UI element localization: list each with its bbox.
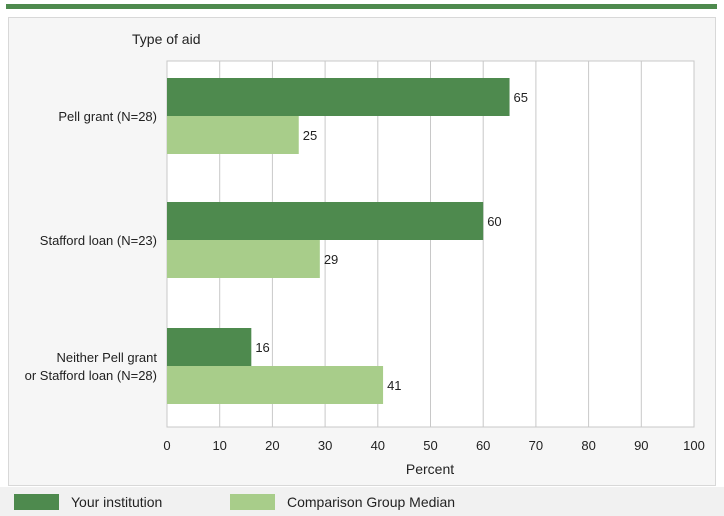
category-labels: Pell grant (N=28) Stafford loan (N=23) Nei… bbox=[25, 109, 158, 383]
x-tick-label: 30 bbox=[318, 438, 332, 453]
x-axis-label: Percent bbox=[406, 461, 454, 477]
x-tick-label: 0 bbox=[163, 438, 170, 453]
x-tick-label: 10 bbox=[212, 438, 226, 453]
x-tick-labels: 0 10 20 30 40 50 60 70 80 90 100 bbox=[163, 438, 704, 453]
legend: Your institution Comparison Group Median bbox=[0, 487, 724, 516]
legend-swatch-comparison-group bbox=[230, 494, 275, 510]
legend-label-comparison-group: Comparison Group Median bbox=[287, 494, 456, 510]
category-label: Stafford loan (N=23) bbox=[40, 233, 157, 248]
x-tick-label: 50 bbox=[423, 438, 437, 453]
legend-label-your-institution: Your institution bbox=[71, 494, 163, 510]
chart-title: Type of aid bbox=[132, 31, 201, 47]
x-tick-label: 20 bbox=[265, 438, 279, 453]
bar bbox=[167, 78, 510, 116]
x-tick-label: 100 bbox=[683, 438, 705, 453]
bar-value-label: 29 bbox=[324, 252, 338, 267]
bar bbox=[167, 240, 320, 278]
bar-value-label: 25 bbox=[303, 128, 317, 143]
x-tick-label: 60 bbox=[476, 438, 490, 453]
bar-value-label: 41 bbox=[387, 378, 401, 393]
category-label: or Stafford loan (N=28) bbox=[25, 368, 157, 383]
bars: 65 25 60 29 16 41 bbox=[167, 78, 528, 404]
category-label: Pell grant (N=28) bbox=[58, 109, 157, 124]
bar bbox=[167, 116, 299, 154]
x-tick-label: 90 bbox=[634, 438, 648, 453]
x-tick-label: 70 bbox=[529, 438, 543, 453]
legend-swatch-your-institution bbox=[14, 494, 59, 510]
bar bbox=[167, 202, 484, 240]
category-label: Neither Pell grant bbox=[57, 350, 158, 365]
bar bbox=[167, 328, 252, 366]
legend-item-comparison-group: Comparison Group Median bbox=[230, 493, 455, 511]
bar bbox=[167, 366, 384, 404]
bar-chart: Type of aid 65 25 60 29 16 41 Pell grant (N=2… bbox=[25, 31, 705, 477]
top-accent-bar bbox=[6, 4, 717, 9]
bar-value-label: 65 bbox=[514, 90, 528, 105]
legend-item-your-institution: Your institution bbox=[14, 493, 162, 511]
bar-value-label: 16 bbox=[255, 340, 269, 355]
bar-value-label: 60 bbox=[487, 214, 501, 229]
x-tick-label: 80 bbox=[581, 438, 595, 453]
x-tick-label: 40 bbox=[371, 438, 385, 453]
